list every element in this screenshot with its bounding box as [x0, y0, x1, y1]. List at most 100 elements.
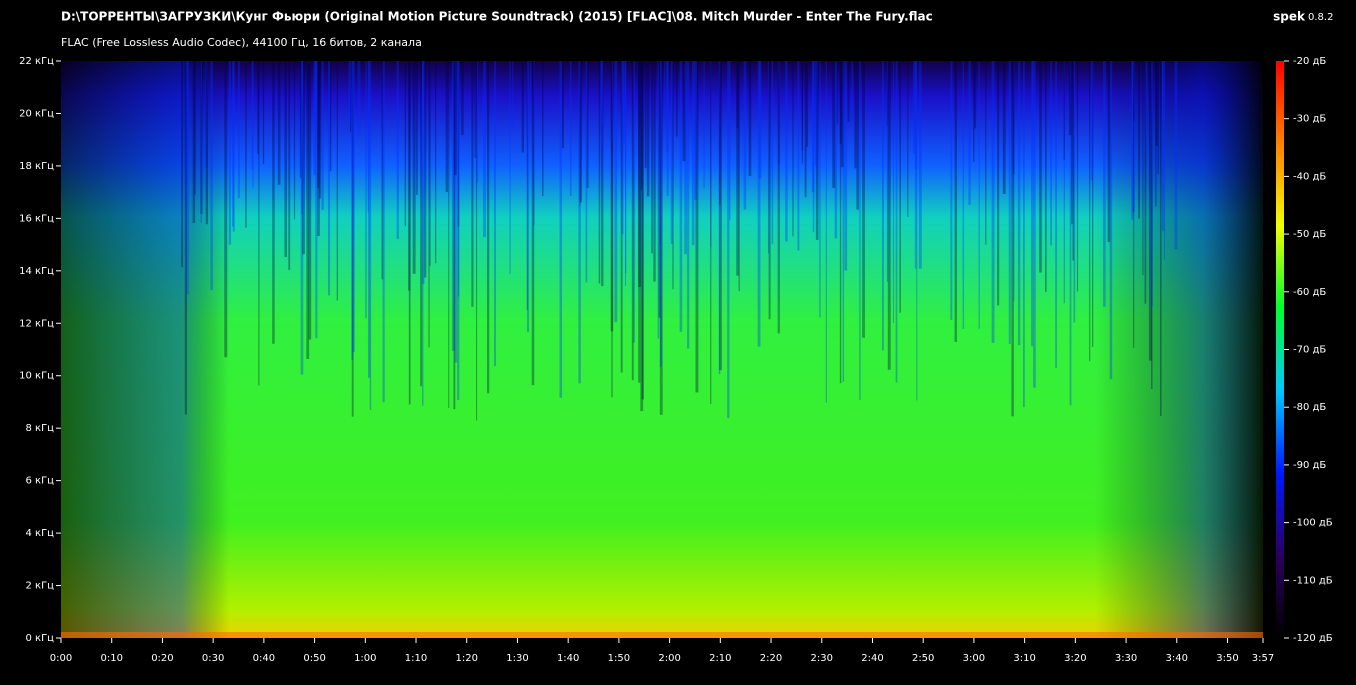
stripe: [851, 61, 853, 122]
stripe: [895, 61, 898, 383]
stripe: [601, 61, 604, 287]
x-tick-label: 1:20: [456, 653, 478, 664]
y-tick-label: 2 кГц: [26, 581, 55, 592]
x-tick-label: 0:50: [303, 653, 325, 664]
x-tick-label: 2:20: [760, 653, 782, 664]
stripe: [695, 61, 699, 393]
stripe: [579, 61, 581, 207]
stripe: [638, 61, 641, 288]
stripe: [1012, 61, 1015, 175]
stripe: [1033, 61, 1036, 388]
stripe: [842, 61, 845, 382]
stripe: [416, 61, 418, 195]
stripe: [445, 61, 449, 193]
stripe: [526, 61, 528, 311]
stripe: [336, 61, 338, 301]
stripe: [841, 61, 844, 168]
stripe: [1133, 61, 1135, 348]
stripe: [317, 61, 320, 189]
z-tick-label: -20 дБ: [1293, 56, 1326, 67]
x-tick-label: 0:00: [50, 653, 72, 664]
stripe: [1072, 61, 1075, 261]
stripe: [1109, 61, 1113, 380]
stripe: [299, 61, 302, 178]
stripe: [825, 61, 827, 403]
stripe: [1155, 61, 1157, 207]
stripe: [317, 61, 320, 237]
stripe: [1055, 61, 1057, 369]
stripe: [610, 61, 614, 332]
stripe: [676, 61, 678, 137]
stripe: [631, 61, 634, 381]
stripe: [839, 61, 842, 144]
stripe: [509, 61, 511, 275]
stripe: [1089, 61, 1091, 362]
stripe: [369, 61, 372, 411]
stripe: [611, 61, 614, 142]
stripe: [600, 61, 604, 156]
stripe: [483, 61, 486, 237]
stripe: [736, 61, 739, 129]
stripe: [785, 61, 788, 242]
stripe: [640, 61, 643, 190]
stripe: [719, 61, 722, 371]
stripe: [666, 61, 669, 197]
stripe: [457, 61, 460, 227]
stripe: [886, 61, 889, 282]
stripe: [1039, 61, 1042, 273]
stripe: [1031, 61, 1034, 347]
stripe: [1151, 61, 1153, 390]
y-tick-label: 10 кГц: [19, 371, 54, 382]
stripe: [638, 61, 641, 383]
stripe: [915, 61, 917, 170]
stripe: [351, 61, 354, 360]
stripe: [1155, 61, 1159, 146]
stripe: [205, 61, 208, 225]
stripe: [886, 61, 889, 126]
stripe: [646, 61, 650, 197]
stripe: [181, 61, 184, 268]
stripe: [1148, 61, 1152, 361]
stripe: [314, 61, 318, 125]
stripe: [569, 61, 572, 196]
stripe: [684, 61, 687, 255]
stripe: [950, 61, 953, 320]
stripe: [682, 61, 686, 162]
stripe: [659, 61, 662, 246]
stripe: [578, 61, 581, 384]
x-tick-label: 1:50: [608, 653, 630, 664]
stripe: [531, 61, 535, 386]
stripe: [186, 61, 189, 295]
stripe: [429, 61, 431, 266]
stripe: [533, 61, 535, 227]
stripe: [811, 61, 815, 193]
stripe: [1063, 61, 1065, 160]
z-tick-label: -110 дБ: [1293, 575, 1333, 586]
stripe: [1013, 61, 1015, 302]
x-tick-label: 0:30: [202, 653, 224, 664]
stripe: [792, 61, 794, 237]
stripe: [710, 61, 712, 404]
stripe: [806, 61, 809, 147]
stripe: [262, 61, 265, 165]
stripe: [313, 61, 316, 176]
stripe: [1090, 61, 1094, 181]
stripe: [991, 61, 995, 343]
y-tick-label: 12 кГц: [19, 318, 54, 329]
stripe: [710, 61, 712, 248]
stripe: [351, 61, 354, 417]
stripe: [836, 61, 838, 124]
stripe: [1069, 61, 1072, 136]
stripe: [1138, 61, 1140, 219]
stripe: [918, 61, 922, 269]
stripe: [768, 61, 771, 320]
stripe: [657, 61, 660, 339]
stripe: [718, 61, 721, 375]
stripe: [350, 61, 352, 133]
stripe: [1131, 61, 1134, 220]
stripe: [521, 61, 525, 153]
stripe: [777, 61, 781, 165]
stripe: [814, 61, 818, 165]
stripe: [1150, 61, 1153, 307]
stripe: [512, 61, 514, 130]
